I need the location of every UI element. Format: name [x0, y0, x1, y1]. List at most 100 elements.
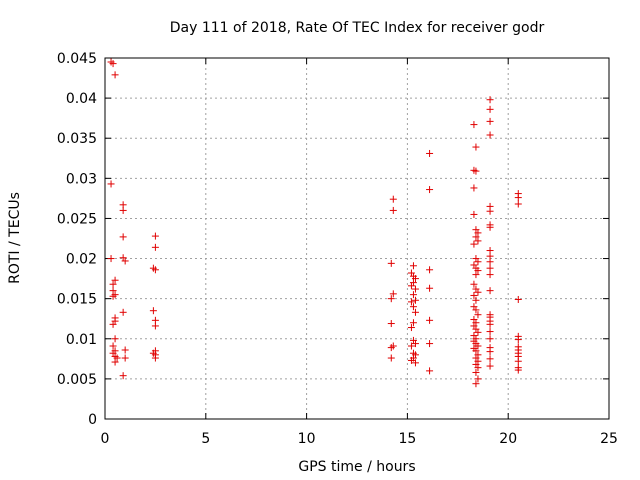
x-tick-label: 0 — [101, 431, 110, 447]
data-point — [111, 335, 119, 343]
data-point — [486, 96, 494, 104]
y-tick-label: 0.045 — [57, 51, 97, 67]
data-point — [472, 167, 480, 175]
data-point — [407, 282, 415, 290]
data-point — [426, 266, 434, 274]
data-point — [472, 143, 480, 151]
data-point — [486, 355, 494, 363]
chart-title: Day 111 of 2018, Rate Of TEC Index for r… — [170, 20, 545, 36]
data-point — [111, 276, 119, 284]
data-point — [109, 292, 117, 300]
data-point — [486, 258, 494, 266]
data-point — [411, 308, 419, 316]
y-tick-label: 0.03 — [66, 171, 97, 187]
data-point — [472, 347, 480, 355]
data-point — [514, 366, 522, 374]
data-point — [119, 372, 127, 380]
y-tick-label: 0 — [88, 412, 97, 428]
data-point — [486, 131, 494, 139]
y-tick-label: 0.015 — [57, 292, 97, 308]
data-point — [486, 105, 494, 113]
data-point — [409, 303, 417, 311]
data-point — [474, 288, 482, 296]
x-tick-label: 20 — [499, 431, 517, 447]
data-point — [474, 229, 482, 237]
data-point — [151, 354, 159, 362]
data-point — [470, 280, 478, 288]
data-point — [409, 291, 417, 299]
data-point — [109, 320, 117, 328]
y-axis-label: ROTI / TECUs — [7, 192, 23, 284]
data-point — [407, 356, 415, 364]
data-point — [470, 240, 478, 248]
data-point — [426, 186, 434, 194]
data-point — [387, 295, 395, 303]
data-point — [151, 232, 159, 240]
data-point — [514, 357, 522, 365]
data-point — [107, 180, 115, 188]
data-point — [472, 380, 480, 388]
data-point — [113, 354, 121, 362]
data-point — [389, 195, 397, 203]
data-point — [472, 296, 480, 304]
data-point — [119, 233, 127, 241]
data-point — [407, 342, 415, 350]
data-point — [486, 264, 494, 272]
data-points — [107, 58, 522, 388]
y-tick-label: 0.04 — [66, 91, 97, 107]
data-point — [474, 375, 482, 383]
data-point — [149, 307, 157, 315]
data-point — [119, 206, 127, 214]
plot-frame — [104, 57, 610, 420]
data-point — [474, 364, 482, 372]
data-point — [486, 362, 494, 370]
data-point — [514, 336, 522, 344]
data-point — [151, 243, 159, 251]
data-point — [119, 308, 127, 316]
data-point — [472, 233, 480, 241]
x-tick-label: 15 — [398, 431, 416, 447]
data-point — [411, 285, 419, 293]
data-point — [514, 200, 522, 208]
data-point — [411, 275, 419, 283]
data-point — [470, 121, 478, 129]
data-point — [426, 149, 434, 157]
data-point — [407, 324, 415, 332]
data-point — [409, 262, 417, 270]
data-point — [411, 359, 419, 367]
data-point — [486, 328, 494, 336]
axis-ticks: 0 0.005 0.01 0.015 0.02 0.025 0.03 0.035 0.04 0.0… — [57, 51, 618, 447]
data-point — [409, 319, 417, 327]
data-point — [387, 259, 395, 267]
x-axis-label: GPS time / hours — [298, 459, 415, 475]
data-point — [109, 280, 117, 288]
data-point — [474, 328, 482, 336]
x-tick-label: 25 — [600, 431, 618, 447]
data-point — [107, 255, 115, 263]
data-point — [411, 340, 419, 348]
data-point — [426, 367, 434, 375]
y-tick-label: 0.025 — [57, 211, 97, 227]
y-tick-label: 0.005 — [57, 372, 97, 388]
data-point — [486, 287, 494, 295]
data-point — [111, 71, 119, 79]
data-point — [109, 342, 117, 350]
y-tick-label: 0.02 — [66, 252, 97, 268]
data-point — [514, 295, 522, 303]
data-point — [411, 296, 419, 304]
data-point — [472, 368, 480, 376]
data-point — [486, 271, 494, 279]
data-point — [470, 291, 478, 299]
data-point — [426, 316, 434, 324]
data-point — [486, 348, 494, 356]
data-point — [474, 342, 482, 350]
data-point — [389, 290, 397, 298]
data-point — [472, 306, 480, 314]
y-tick-label: 0.01 — [66, 332, 97, 348]
data-point — [486, 223, 494, 231]
y-tick-label: 0.035 — [57, 131, 97, 147]
data-point — [109, 60, 117, 68]
data-point — [486, 117, 494, 125]
data-point — [472, 271, 480, 279]
data-point — [474, 267, 482, 275]
